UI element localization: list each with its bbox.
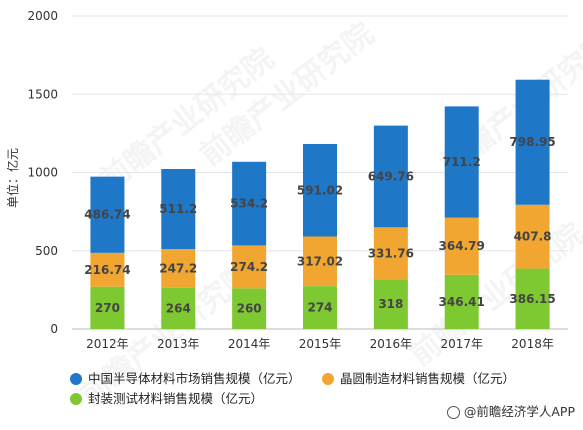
data-label: 331.76 <box>368 246 414 260</box>
stacked-bar-chart: 0 500 1000 1500 2000 单位：亿元 270 216.74 486.74 26… <box>5 9 568 351</box>
bar-segment <box>515 268 550 329</box>
data-label: 274.2 <box>230 260 268 274</box>
x-tick-label: 2014年 <box>228 337 271 351</box>
bar-segment <box>232 161 267 246</box>
legend-item-packaging: 封装测试材料销售规模（亿元） <box>70 388 263 407</box>
bar-segment <box>161 248 196 288</box>
data-labels: 270 216.74 486.74 264 247.2 511.2 260 274.2 534.… <box>84 135 555 315</box>
bar-segment <box>232 245 267 289</box>
legend-swatch-orange <box>322 373 334 385</box>
x-tick-label: 2013年 <box>157 337 200 351</box>
x-axis-ticks: 2012年 2013年 2014年 2015年 2016年 2017年 2018年 <box>86 337 554 351</box>
y-axis-ticks: 0 500 1000 1500 2000 <box>27 9 58 336</box>
data-label: 216.74 <box>84 263 130 277</box>
data-label: 591.02 <box>297 183 343 197</box>
bar-segment <box>515 79 550 205</box>
bar-segment <box>444 217 479 275</box>
data-label: 346.41 <box>439 295 485 309</box>
data-label: 649.76 <box>368 169 414 183</box>
bar-segment <box>444 274 479 329</box>
legend-swatch-green <box>70 393 82 405</box>
data-label: 386.15 <box>509 292 555 306</box>
data-label: 260 <box>237 302 262 316</box>
bar-segment <box>90 286 125 329</box>
data-label: 247.2 <box>159 261 197 275</box>
credit-text: @前瞻经济学人APP <box>463 404 575 419</box>
legend-label: 晶圆制造材料销售规模（亿元） <box>340 371 516 386</box>
bar-segment <box>373 279 408 329</box>
bar-segment <box>373 125 408 228</box>
data-label: 534.2 <box>230 197 268 211</box>
bars <box>90 79 550 329</box>
bar-segment <box>444 106 479 218</box>
data-label: 711.2 <box>443 155 481 169</box>
y-tick-label: 0 <box>50 322 58 336</box>
y-axis-label: 单位：亿元 <box>5 148 20 208</box>
legend-label: 封装测试材料销售规模（亿元） <box>88 391 264 406</box>
bar-segment <box>303 236 337 287</box>
x-tick-label: 2016年 <box>370 337 413 351</box>
y-tick-label: 2000 <box>27 9 58 23</box>
data-label: 264 <box>166 301 191 315</box>
data-label: 274 <box>307 301 332 315</box>
data-label: 798.95 <box>509 135 555 149</box>
data-label: 486.74 <box>84 208 130 222</box>
bar-segment <box>90 176 125 253</box>
data-label: 511.2 <box>159 202 197 216</box>
bar-segment <box>515 204 550 269</box>
x-tick-label: 2017年 <box>440 337 483 351</box>
x-tick-label: 2015年 <box>299 337 342 351</box>
legend-item-wafer: 晶圆制造材料销售规模（亿元） <box>322 368 515 387</box>
data-label: 270 <box>95 301 120 315</box>
app-logo-icon <box>446 406 460 419</box>
x-tick-label: 2012年 <box>86 337 129 351</box>
y-tick-label: 1000 <box>27 166 58 180</box>
legend-swatch-blue <box>70 373 82 385</box>
y-tick-label: 1500 <box>27 87 58 101</box>
data-label: 407.8 <box>514 230 552 244</box>
bar-segment <box>373 227 408 280</box>
bar-segment <box>90 252 125 287</box>
legend-item-market: 中国半导体材料市场销售规模（亿元） <box>70 368 301 387</box>
x-tick-label: 2018年 <box>511 337 554 351</box>
source-credit: @前瞻经济学人APP <box>446 401 575 420</box>
legend-label: 中国半导体材料市场销售规模（亿元） <box>88 371 301 386</box>
bar-segment <box>161 287 196 329</box>
data-label: 317.02 <box>297 254 343 268</box>
data-label: 364.79 <box>439 239 485 253</box>
bar-segment <box>303 144 337 237</box>
data-label: 318 <box>378 297 403 311</box>
bar-segment <box>161 168 196 249</box>
y-tick-label: 500 <box>35 244 58 258</box>
bar-segment <box>303 286 337 329</box>
bar-segment <box>232 288 267 329</box>
